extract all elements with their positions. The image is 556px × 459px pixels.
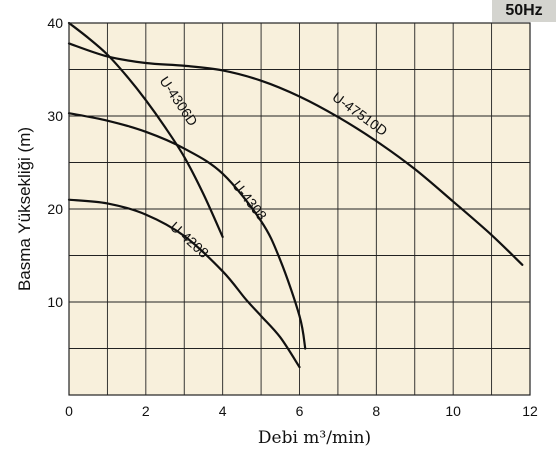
x-tick-label: 4	[219, 403, 227, 419]
y-axis-label: Basma Yüksekliği (m)	[15, 127, 34, 291]
y-tick-label: 20	[47, 201, 63, 217]
x-tick-label: 12	[522, 403, 538, 419]
series-curve-u-4308	[67, 112, 307, 350]
series-curve-u-4306d	[67, 21, 224, 238]
series-curve-u-47510d	[67, 42, 524, 266]
frequency-badge: 50Hz	[492, 0, 556, 22]
y-tick-label: 10	[47, 294, 63, 310]
tick-labels: 0 2 4 6 8 10 12 10 20 30 40	[47, 15, 538, 419]
plot-frame	[68, 22, 531, 396]
y-tick-label: 30	[47, 108, 63, 124]
curves	[67, 21, 524, 369]
x-tick-label: 2	[142, 403, 150, 419]
y-tick-label: 40	[47, 15, 63, 31]
x-tick-label: 6	[296, 403, 304, 419]
series-curve-u-4208	[67, 198, 301, 369]
x-tick-label: 0	[65, 403, 73, 419]
x-tick-label: 8	[372, 403, 380, 419]
x-axis-label: Debi m³/min)	[258, 428, 371, 448]
x-tick-label: 10	[445, 403, 461, 419]
gridlines	[69, 23, 530, 395]
